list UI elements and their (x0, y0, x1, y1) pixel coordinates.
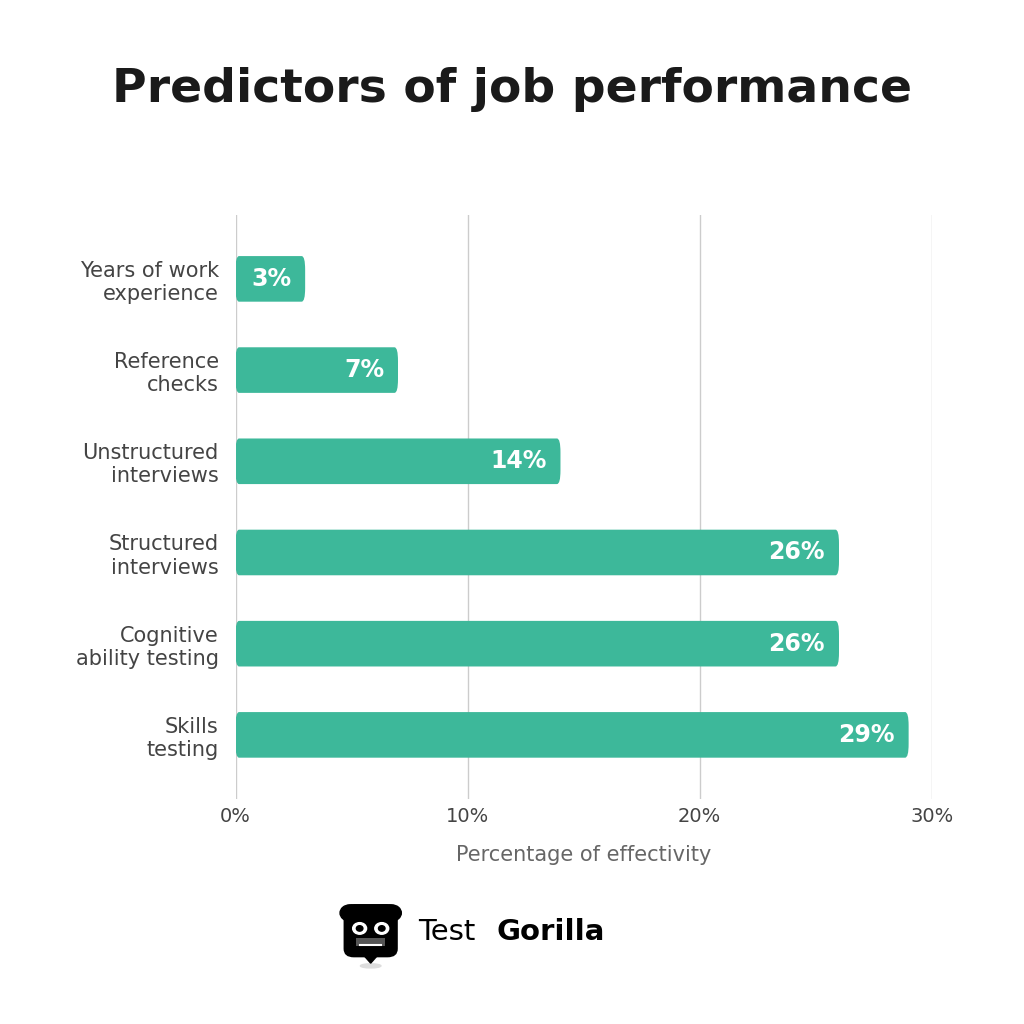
FancyBboxPatch shape (236, 347, 398, 393)
FancyBboxPatch shape (236, 438, 560, 484)
FancyBboxPatch shape (344, 904, 397, 957)
Text: 3%: 3% (251, 267, 291, 291)
Circle shape (375, 923, 389, 934)
Text: Predictors of job performance: Predictors of job performance (112, 67, 912, 112)
Text: 26%: 26% (769, 541, 825, 564)
Circle shape (352, 923, 367, 934)
Circle shape (340, 905, 359, 922)
FancyBboxPatch shape (236, 621, 839, 667)
FancyBboxPatch shape (236, 712, 908, 758)
Polygon shape (358, 949, 383, 964)
Text: Gorilla: Gorilla (497, 918, 605, 946)
Text: 14%: 14% (490, 450, 547, 473)
Bar (356, 938, 385, 946)
Text: Test: Test (418, 918, 475, 946)
Text: 29%: 29% (839, 723, 895, 746)
Circle shape (379, 926, 385, 931)
Text: 26%: 26% (769, 632, 825, 655)
Circle shape (382, 905, 401, 922)
Text: 7%: 7% (344, 358, 384, 382)
FancyBboxPatch shape (236, 529, 839, 575)
Circle shape (356, 926, 362, 931)
FancyBboxPatch shape (236, 256, 305, 302)
X-axis label: Percentage of effectivity: Percentage of effectivity (456, 846, 712, 865)
Ellipse shape (360, 964, 381, 968)
